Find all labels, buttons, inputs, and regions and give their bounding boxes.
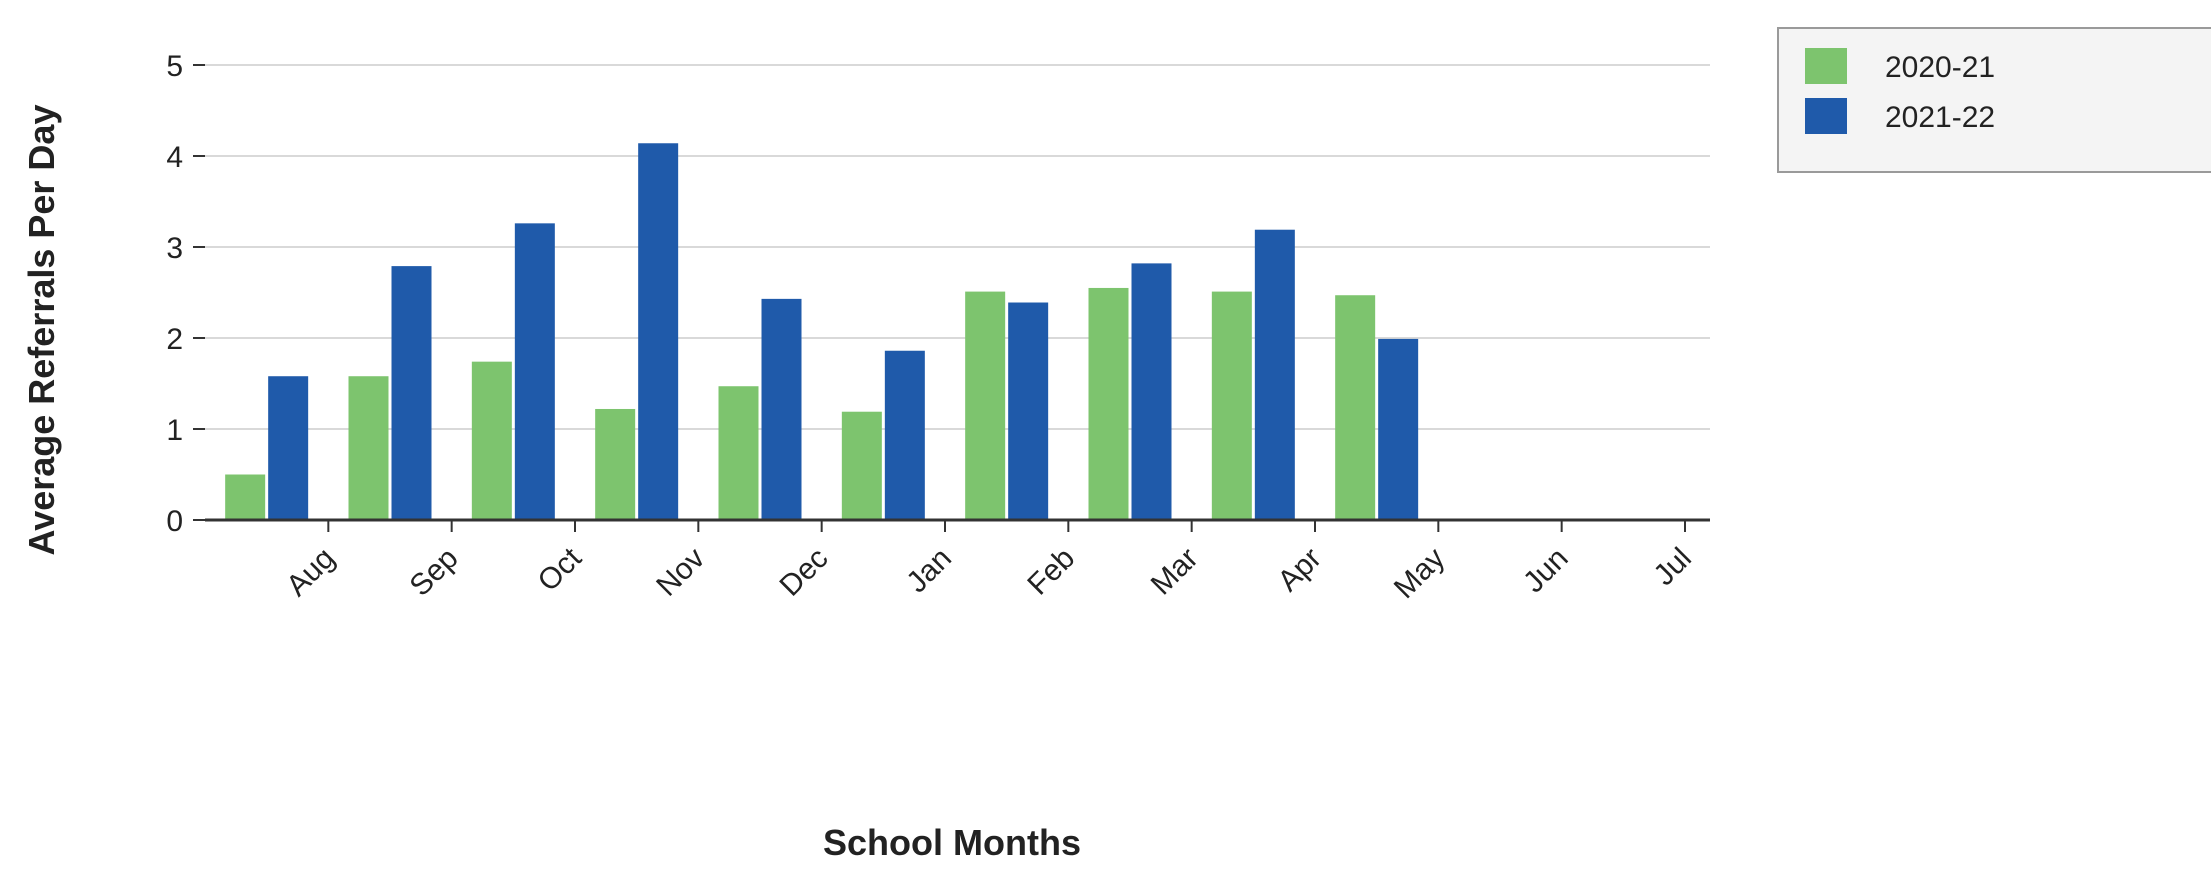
- y-tick-label: 1: [166, 414, 183, 447]
- x-tick-labels: Aug Sep Oct Nov Dec Jan Feb Mar Apr May Jun Jul: [280, 520, 1698, 605]
- legend-box: [1777, 27, 2211, 173]
- legend-swatch-2020-21: [1805, 48, 1847, 84]
- bar-2020-21-Oct: [471, 361, 512, 520]
- bar-2021-22-Jan: [884, 350, 925, 520]
- bar-2021-22-Aug: [268, 376, 309, 520]
- x-tick-label: Dec: [774, 542, 835, 603]
- bars: [225, 143, 1419, 520]
- x-tick-label: Apr: [1272, 542, 1328, 598]
- x-tick-label: Nov: [650, 542, 711, 603]
- bar-2021-22-Oct: [514, 223, 555, 520]
- x-tick-label: Mar: [1145, 542, 1205, 602]
- x-tick-label: May: [1388, 542, 1451, 605]
- y-tick-labels: 0 1 2 3 4 5: [166, 50, 205, 538]
- bar-2020-21-Dec: [718, 386, 759, 520]
- legend-label-2021-22: 2021-22: [1885, 101, 1995, 134]
- bar-2020-21-Jan: [841, 411, 882, 520]
- bar-2020-21-Mar: [1088, 287, 1129, 520]
- bar-2021-22-Mar: [1131, 263, 1172, 520]
- x-tick-label: Feb: [1021, 542, 1081, 602]
- x-tick-label: Jun: [1517, 542, 1575, 600]
- bar-2020-21-May: [1335, 295, 1376, 520]
- x-tick-label: Sep: [404, 542, 465, 603]
- x-tick-label: Jul: [1647, 542, 1697, 592]
- bar-2021-22-Feb: [1008, 302, 1049, 520]
- x-tick-label: Aug: [280, 542, 341, 603]
- gridlines: [205, 64, 1710, 430]
- bar-2020-21-Aug: [225, 474, 266, 520]
- legend-swatch-2021-22: [1805, 98, 1847, 134]
- y-tick-label: 2: [166, 323, 183, 356]
- y-tick-label: 5: [166, 50, 183, 83]
- legend-label-2020-21: 2020-21: [1885, 51, 1995, 84]
- bar-2020-21-Feb: [965, 291, 1006, 520]
- y-tick-label: 3: [166, 232, 183, 265]
- x-tick-label: Oct: [532, 541, 589, 598]
- x-axis-title: School Months: [823, 822, 1081, 863]
- x-tick-label: Jan: [900, 542, 958, 600]
- bar-2021-22-Sep: [391, 266, 432, 520]
- bar-2020-21-Sep: [348, 376, 389, 520]
- y-axis-title: Average Referrals Per Day: [21, 105, 62, 556]
- legend: 2020-21 2021-22: [1777, 27, 2211, 173]
- y-tick-label: 0: [166, 505, 183, 538]
- bar-2021-22-May: [1378, 338, 1419, 520]
- bar-2021-22-Dec: [761, 298, 802, 520]
- bar-2020-21-Nov: [595, 408, 636, 520]
- bar-2020-21-Apr: [1211, 291, 1252, 520]
- y-tick-label: 4: [166, 141, 183, 174]
- bar-2021-22-Apr: [1254, 229, 1295, 520]
- bar-2021-22-Nov: [638, 143, 679, 520]
